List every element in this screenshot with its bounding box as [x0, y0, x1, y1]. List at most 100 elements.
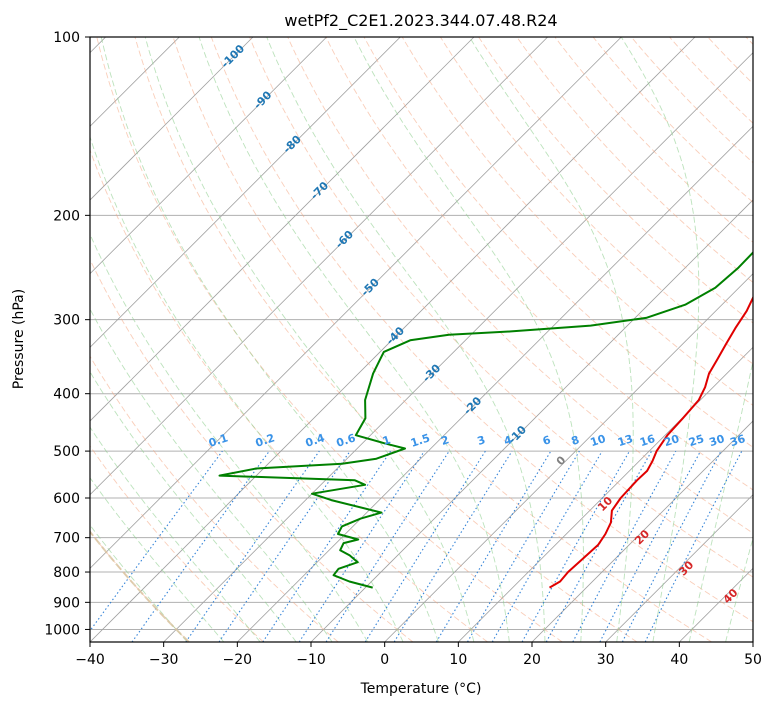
mixing-ratio-label: 0.4 [304, 431, 327, 449]
dry-adiabat [592, 37, 753, 203]
mixing-ratio-line [325, 450, 450, 642]
moist-adiabat [144, 37, 475, 642]
dry-adiabat [90, 355, 339, 642]
dry-adiabat [249, 37, 753, 578]
x-tick-label: 0 [380, 652, 389, 668]
isotherm-line [90, 37, 548, 496]
y-tick-label: 1000 [44, 622, 80, 638]
mixing-ratio-line [185, 450, 320, 642]
reference-adiabat [90, 530, 190, 642]
isotherm-line [90, 37, 254, 201]
x-axis: −40 −30 −20 −10 0 10 20 30 40 50 [75, 642, 762, 668]
mixing-ratio-label: 10 [589, 432, 608, 449]
mixing-ratio-label: 30 [708, 432, 727, 449]
mixing-ratio-label: 0.6 [335, 431, 358, 449]
mixing-ratio-line [393, 450, 513, 642]
mixing-ratio-label: 16 [638, 432, 657, 449]
moist-adiabat [90, 477, 225, 642]
y-tick-label: 500 [53, 444, 80, 460]
dry-adiabat [363, 37, 753, 448]
isotherm-line [90, 37, 327, 275]
profile-series [218, 251, 753, 589]
chart-title: wetPf2_C2E1.2023.344.07.48.R24 [284, 11, 557, 31]
isotherm-line [531, 420, 753, 642]
x-tick-label: 50 [744, 652, 762, 668]
isotherm-line [237, 125, 753, 642]
mixing-ratio-line [435, 450, 552, 642]
plot-background-lines [90, 37, 753, 642]
x-tick-label: 20 [523, 652, 541, 668]
moist-adiabat [90, 370, 297, 642]
temperature-profile [549, 295, 753, 589]
y-axis: 100 200 300 400 500 600 700 800 900 1000 [44, 30, 90, 638]
y-axis-label: Pressure (hPa) [11, 289, 27, 389]
isotherm-line [90, 37, 696, 642]
isotherm-line [90, 37, 475, 422]
mixing-ratio-line [491, 450, 603, 642]
dry-adiabat [134, 37, 638, 642]
moist-adiabat [620, 37, 700, 642]
mixing-ratio-label: 2 [439, 433, 450, 448]
moist-adiabat [688, 359, 753, 642]
moist-adiabat [266, 37, 546, 642]
mixing-ratio-label: 20 [662, 432, 681, 449]
mixing-ratio-label: 4 [502, 433, 514, 448]
mixing-ratio-label: 13 [616, 432, 635, 449]
mixing-ratio-line [364, 450, 486, 642]
mixing-ratio-label: 6 [541, 433, 553, 448]
x-tick-label: 40 [670, 652, 688, 668]
dry-adiabat [210, 37, 753, 623]
moist-adiabat [100, 37, 439, 642]
dry-adiabat [401, 37, 753, 406]
mixing-ratio-line [131, 450, 270, 642]
mixing-ratio-label: 25 [687, 432, 706, 449]
moist-adiabat [198, 37, 510, 642]
isotherm-line [384, 273, 753, 642]
x-tick-label: 10 [449, 652, 467, 668]
y-tick-label: 700 [53, 531, 80, 547]
y-tick-label: 600 [53, 491, 80, 507]
mixing-ratio-label: 1.5 [409, 431, 432, 449]
dry-adiabat [440, 37, 753, 365]
mixing-ratio-line [467, 450, 580, 642]
moist-adiabat [90, 524, 188, 642]
mixing-ratio-label: 0.1 [207, 431, 230, 449]
dry-adiabat [325, 37, 753, 491]
x-tick-label: −30 [149, 652, 179, 668]
x-tick-label: −20 [223, 652, 253, 668]
y-tick-label: 100 [53, 30, 80, 46]
mixing-ratio-label: 0.2 [254, 431, 277, 449]
isotherm-line [90, 37, 622, 569]
dry-adiabat [90, 148, 488, 642]
dry-adiabat [516, 37, 753, 283]
moist-adiabat [353, 37, 584, 642]
mixing-ratio-line [90, 450, 223, 632]
dry-adiabat [287, 37, 753, 534]
y-tick-label: 400 [53, 387, 80, 403]
mixing-ratio-line [572, 450, 677, 642]
y-tick-label: 300 [53, 313, 80, 329]
x-tick-label: −10 [296, 652, 326, 668]
dry-adiabat [90, 258, 414, 642]
dry-adiabat [554, 37, 753, 243]
x-tick-label: 30 [597, 652, 615, 668]
isotherm-line [605, 494, 753, 642]
moist-adiabat [90, 233, 369, 642]
mixing-ratio-label: 36 [728, 432, 747, 449]
dewpoint-profile [218, 251, 753, 589]
x-axis-label: Temperature (°C) [360, 681, 482, 697]
moist-adiabat [90, 426, 261, 642]
x-tick-label: −40 [75, 652, 105, 668]
isotherm-line [163, 52, 753, 642]
isotherm-line [310, 199, 753, 642]
plot-frame [89, 36, 754, 643]
dry-adiabat [630, 37, 753, 164]
y-tick-label: 200 [53, 208, 80, 224]
isotherm-line [90, 37, 401, 348]
y-tick-label: 900 [53, 595, 80, 611]
mixing-ratio-label: 8 [570, 433, 581, 448]
moist-adiabat [90, 135, 404, 642]
dry-adiabat [478, 37, 753, 324]
isotherm-line [458, 346, 753, 642]
